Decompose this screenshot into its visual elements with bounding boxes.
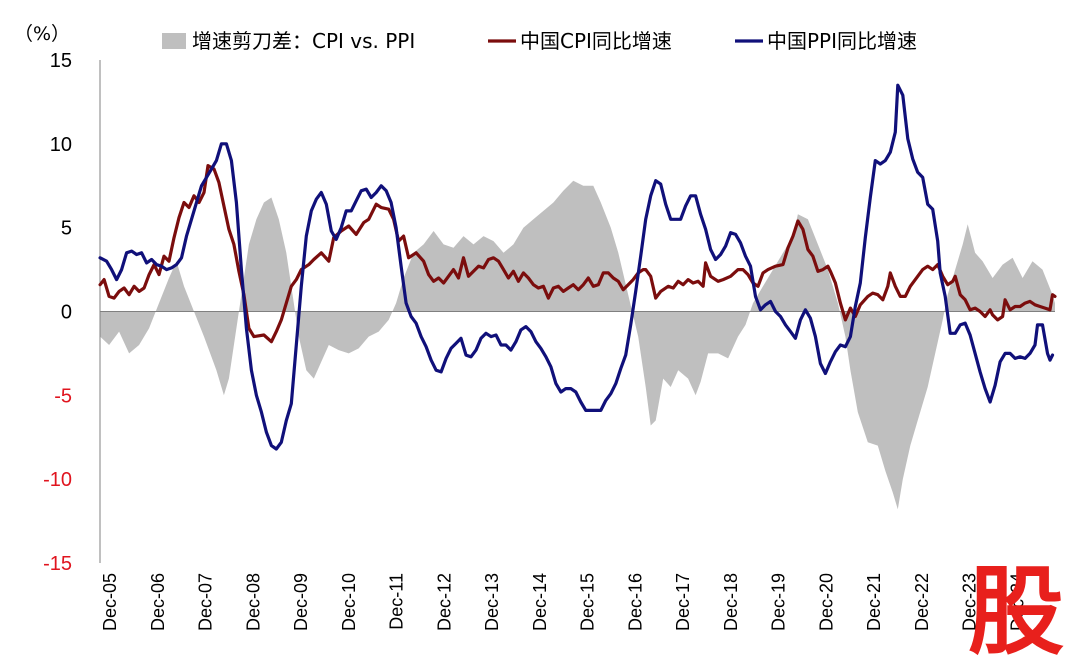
y-tick-label: 15 (50, 50, 72, 72)
series-area-spread (100, 180, 1056, 510)
y-tick-label: -15 (43, 553, 72, 575)
x-tick-label: Dec-06 (148, 573, 168, 631)
x-tick-label: Dec-22 (912, 573, 932, 631)
x-tick-label: Dec-10 (339, 573, 359, 631)
x-tick-label: Dec-17 (673, 573, 693, 631)
y-tick-labels: 15 10 5 0 -5 -10 -15 (43, 50, 72, 575)
legend-swatch-area (162, 33, 186, 49)
y-tick-label: 10 (50, 134, 72, 156)
x-tick-label: Dec-21 (864, 573, 884, 631)
x-tick-label: Dec-20 (816, 573, 836, 631)
series-line-1 (98, 164, 1057, 344)
x-tick-label: Dec-15 (578, 573, 598, 631)
x-tick-label: Dec-14 (530, 573, 550, 631)
series-line-2 (98, 83, 1055, 451)
watermark-logo: 股 (968, 556, 1064, 666)
y-tick-label: -10 (43, 469, 72, 491)
x-tick-label: Dec-07 (196, 573, 216, 631)
x-tick-label: Dec-16 (625, 573, 645, 631)
legend-label: 中国PPI同比增速 (767, 29, 917, 53)
axes (99, 60, 1055, 563)
area-layer (100, 180, 1056, 510)
x-tick-label: Dec-24 (1007, 573, 1027, 631)
legend-label: 中国CPI同比增速 (520, 29, 672, 53)
y-tick-label: 0 (61, 302, 72, 324)
x-tick-label: Dec-12 (434, 573, 454, 631)
x-tick-label: Dec-09 (291, 573, 311, 631)
x-tick-label: Dec-05 (100, 573, 120, 631)
y-axis-unit: （%） (14, 23, 70, 45)
x-tick-label: Dec-19 (769, 573, 789, 631)
x-tick-label: Dec-08 (243, 573, 263, 631)
legend: 增速剪刀差：CPI vs. PPI 中国CPI同比增速 中国PPI同比增速 (162, 29, 917, 53)
legend-label: 增速剪刀差：CPI vs. PPI (192, 29, 415, 53)
x-tick-label: Dec-13 (482, 573, 502, 631)
x-tick-labels: Dec-05 Dec-06 Dec-07 Dec-08 Dec-09 Dec-10 Dec-… (100, 573, 1027, 631)
y-tick-label: 5 (61, 218, 72, 240)
line-layer (98, 83, 1057, 451)
x-tick-label: Dec-11 (387, 573, 407, 630)
x-tick-label: Dec-23 (960, 573, 980, 631)
x-tick-label: Dec-18 (721, 573, 741, 631)
y-tick-label: -5 (54, 385, 72, 407)
